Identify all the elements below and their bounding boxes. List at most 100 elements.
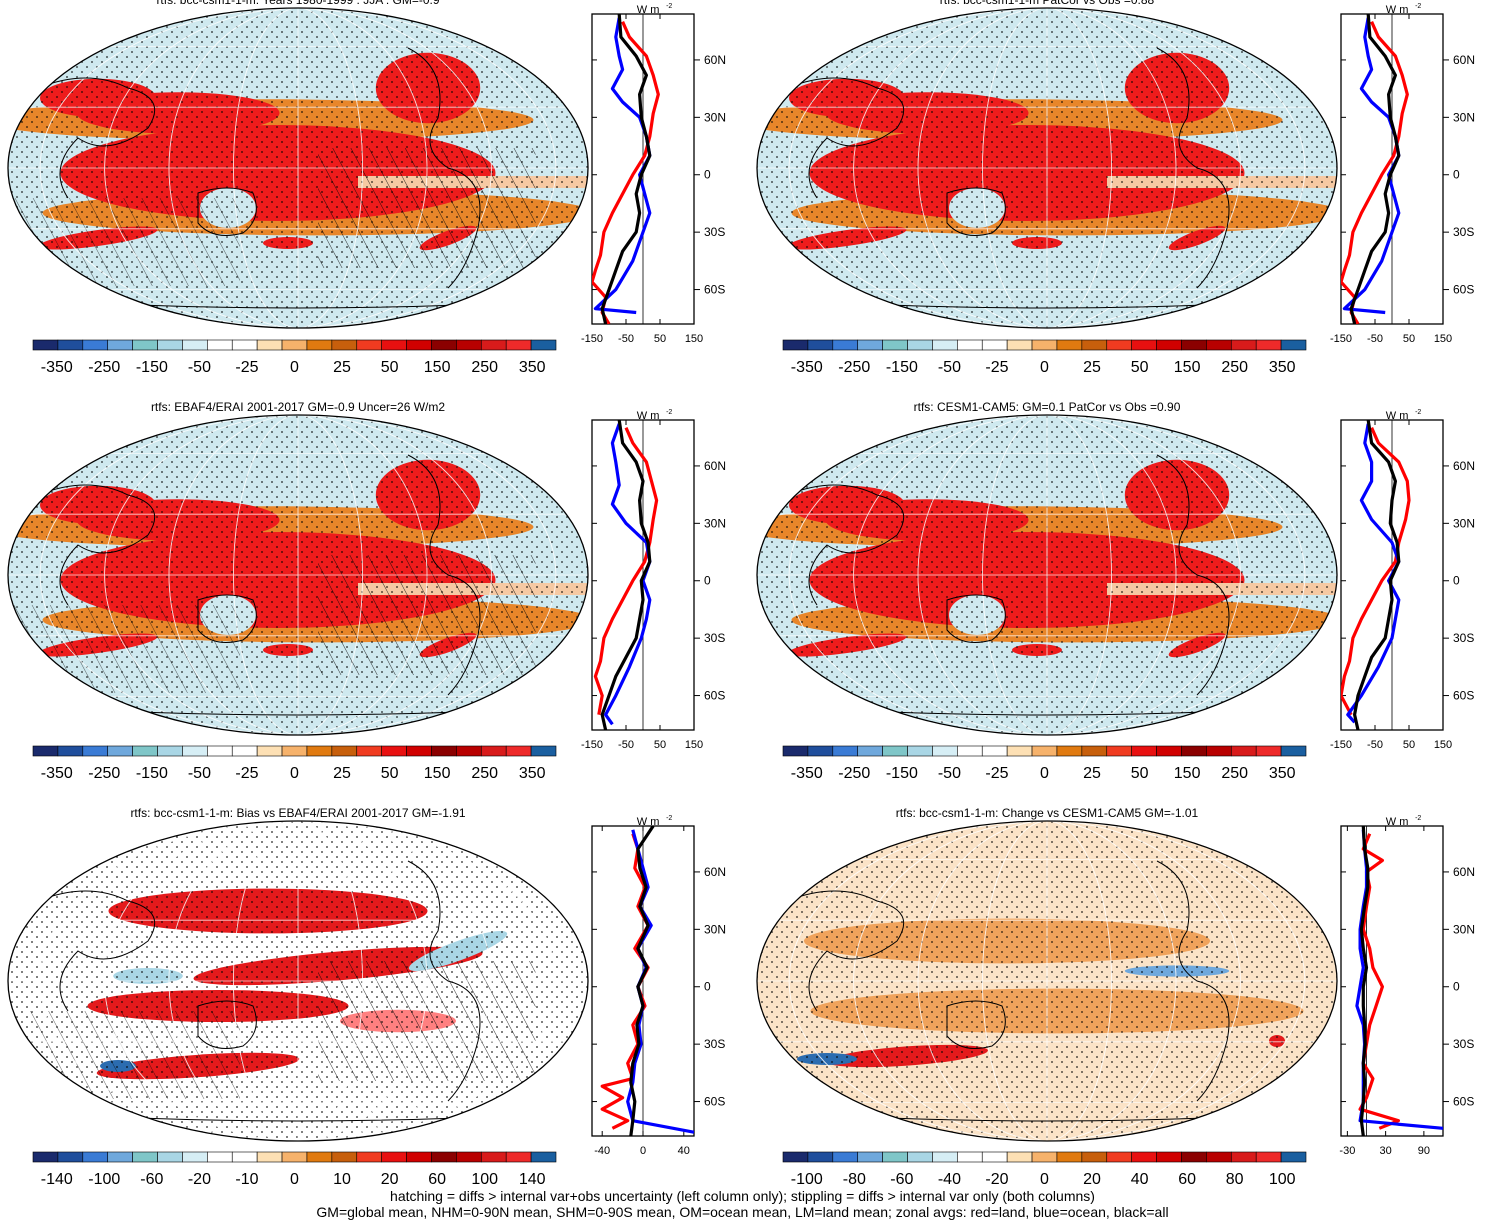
colorbar-box	[132, 745, 158, 757]
zonal-curves	[593, 420, 659, 730]
colorbar-box	[857, 745, 883, 757]
unit-label: W m	[637, 816, 660, 828]
unit-exponent: -2	[1415, 409, 1421, 416]
colorbar-6: -100 -80 -60 -40 -20 0 20 40 60 80 100	[782, 1151, 1307, 1188]
x-tick-label: -50	[1367, 739, 1383, 751]
colorbar-label: 250	[1221, 359, 1248, 376]
colorbar-label: 60	[428, 1171, 446, 1188]
colorbar-label: 140	[519, 1171, 546, 1188]
lat-label: 30N	[1453, 110, 1475, 124]
colorbar-box	[1280, 745, 1307, 757]
colorbar-box	[306, 745, 333, 757]
colorbar-box	[1031, 339, 1058, 351]
colorbar-box	[132, 1151, 158, 1163]
colorbar-box	[1031, 1151, 1058, 1163]
colorbar-label: -25	[235, 765, 258, 782]
colorbar-box	[981, 339, 1008, 351]
colorbar-box	[1006, 745, 1033, 757]
colorbar-box	[907, 1151, 933, 1163]
lat-label: 60S	[1453, 283, 1474, 297]
unit-label: W m	[1386, 4, 1409, 16]
lat-label: 0	[1453, 168, 1460, 182]
lat-label: 30N	[704, 922, 726, 936]
colorbar-box	[1081, 339, 1108, 351]
colorbar-label: 80	[1226, 1171, 1244, 1188]
colorbar-box	[1230, 1151, 1257, 1163]
x-tick-label: 50	[654, 333, 666, 345]
colorbar-box	[356, 339, 382, 351]
zonal-curves	[1341, 420, 1411, 730]
map-outline	[756, 820, 1338, 1142]
colorbar-box	[32, 339, 59, 351]
all-curve	[629, 826, 655, 1136]
colorbar-box	[1156, 1151, 1182, 1163]
x-tick-label: 150	[685, 739, 703, 751]
lat-label: 30S	[704, 1037, 725, 1051]
colorbar-label: 150	[424, 765, 451, 782]
colorbar-label: 60	[1178, 1171, 1196, 1188]
colorbar-box	[281, 745, 308, 757]
colorbar-box	[1106, 339, 1132, 351]
x-tick-label: 50	[1403, 333, 1415, 345]
colorbar-label: 50	[381, 359, 399, 376]
all-curve	[1352, 420, 1401, 730]
figure-canvas: rtfs: bcc-csm1-1-m: Years 1980-1999 : JJ…	[7, 0, 1475, 1188]
colorbar-label: 100	[1269, 1171, 1296, 1188]
colorbar-box	[331, 339, 358, 351]
map-outline	[7, 820, 589, 1142]
lat-label: 30S	[1453, 1037, 1474, 1051]
colorbar-label: 350	[519, 359, 546, 376]
colorbar-label: -20	[985, 1171, 1008, 1188]
zonal-curves	[1341, 14, 1409, 324]
colorbar-box	[431, 745, 457, 757]
colorbar-4: -350 -250 -150 -50 -25 0 25 50 150 250 350	[782, 745, 1307, 782]
unit-label: W m	[637, 4, 660, 16]
colorbar-box	[1206, 339, 1232, 351]
colorbar-box	[306, 339, 333, 351]
colorbar-box	[1280, 339, 1307, 351]
colorbar-box	[406, 745, 432, 757]
x-tick-label: -30	[1339, 1145, 1355, 1157]
colorbar-box	[182, 1151, 208, 1163]
colorbar-label: 100	[471, 1171, 498, 1188]
x-tick-label: -50	[618, 739, 634, 751]
x-tick-label: 150	[685, 333, 703, 345]
colorbar-box	[480, 339, 507, 351]
colorbar-box	[932, 1151, 958, 1163]
colorbar-label: -350	[791, 765, 823, 782]
colorbar-label: -150	[136, 765, 168, 782]
x-tick-label: 50	[1403, 739, 1415, 751]
x-tick-label: -150	[581, 333, 603, 345]
colorbar-box	[1131, 1151, 1157, 1163]
x-tick-label: 50	[654, 739, 666, 751]
zonal-mean-3: W m -2 60N 30N 0 30S 60S -150 -50 50 150	[581, 409, 726, 751]
lat-label: 30N	[1453, 516, 1475, 530]
x-tick-label: 150	[1434, 333, 1452, 345]
map-field	[8, 821, 588, 1141]
x-tick-label: -40	[594, 1145, 610, 1157]
hatching-southwest	[8, 1011, 240, 1099]
colorbar-box	[107, 745, 133, 757]
x-tick-label: -150	[1330, 333, 1352, 345]
colorbar-label: -60	[890, 1171, 913, 1188]
land-curve	[592, 21, 660, 324]
colorbar-label: -80	[843, 1171, 866, 1188]
zonal-frame	[1340, 825, 1444, 1137]
colorbar-label: -40	[938, 1171, 961, 1188]
colorbar-label: -100	[791, 1171, 823, 1188]
colorbar-label: -150	[886, 765, 918, 782]
colorbar-label: 50	[1131, 765, 1149, 782]
x-tick-label: 150	[1434, 739, 1452, 751]
land-curve	[1341, 21, 1409, 324]
colorbar-box	[480, 745, 507, 757]
colorbar-box	[807, 339, 834, 351]
map-field	[757, 415, 1337, 735]
x-tick-label: -50	[618, 333, 634, 345]
colorbar-box	[530, 339, 557, 351]
colorbar-box	[431, 339, 457, 351]
colorbar-label: 20	[1083, 1171, 1101, 1188]
zonal-curves	[1355, 826, 1443, 1136]
colorbar-box	[832, 1151, 859, 1163]
zonal-mean-5: W m -2 60N 30N 0 30S 60S -40 0 40	[591, 815, 726, 1157]
